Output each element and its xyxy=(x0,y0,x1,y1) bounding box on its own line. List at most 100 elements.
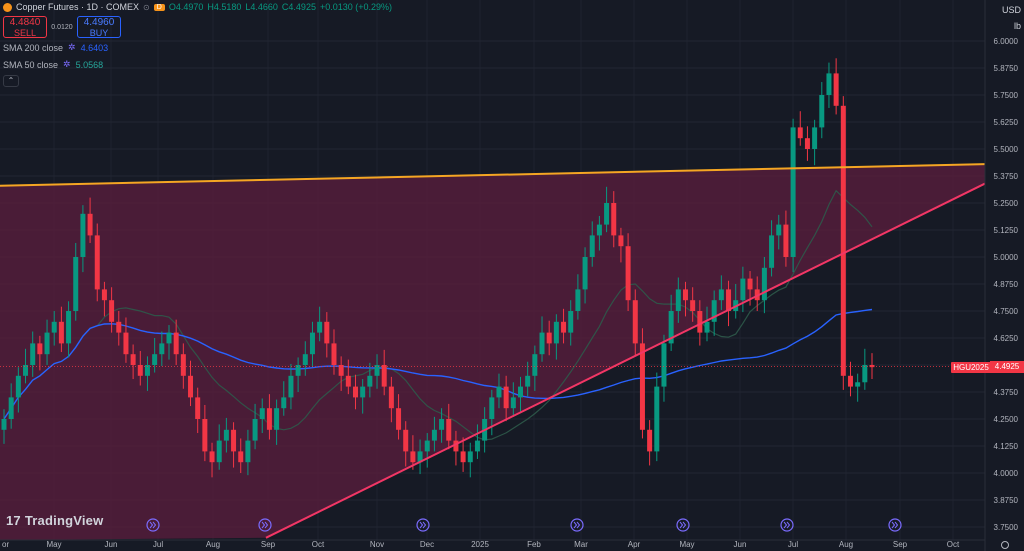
settings-icon[interactable]: ✲ xyxy=(63,59,71,69)
y-tick-label: 5.5000 xyxy=(994,145,1019,154)
indicator-sma50[interactable]: SMA 50 close ✲ 5.0568 xyxy=(3,57,392,72)
event-arrow-icon xyxy=(891,521,899,529)
candle-body xyxy=(396,408,402,430)
candle-body xyxy=(862,365,868,383)
x-tick-label: Aug xyxy=(839,540,853,549)
event-arrow-icon xyxy=(783,521,791,529)
candle-body xyxy=(769,235,775,268)
x-tick-label: Mar xyxy=(574,540,588,549)
currency-label[interactable]: USD xyxy=(1001,5,1021,15)
collapse-legend-button[interactable]: ⌃ xyxy=(3,75,19,87)
candle-body xyxy=(704,321,710,333)
candle-body xyxy=(353,386,359,398)
lower-trendline xyxy=(265,182,986,539)
candle-body xyxy=(467,451,473,463)
candle-body xyxy=(568,311,574,333)
candle-body xyxy=(281,397,287,409)
unit-label[interactable]: lb xyxy=(1013,21,1021,31)
event-arrow-icon xyxy=(149,521,157,529)
candle-body xyxy=(324,321,330,344)
triangle-zone xyxy=(0,164,985,540)
candle-body xyxy=(611,203,617,236)
tradingview-logo[interactable]: 17 TradingView xyxy=(6,513,104,528)
candle-body xyxy=(496,386,502,398)
candle-body xyxy=(439,419,445,430)
candle-body xyxy=(682,289,688,301)
candle-body xyxy=(453,440,459,452)
event-arrow-icon xyxy=(679,521,687,529)
candle-body xyxy=(503,386,509,409)
candle-body xyxy=(259,408,265,419)
sma200-label: SMA 200 close xyxy=(3,42,64,53)
candle-body xyxy=(188,375,194,398)
candle-body xyxy=(517,386,523,398)
candle-body xyxy=(618,235,624,247)
x-tick-label: Sep xyxy=(261,540,276,549)
candle-body xyxy=(15,375,21,398)
currency-unit[interactable]: USD lb xyxy=(1002,2,1021,34)
x-tick-label: May xyxy=(46,540,61,549)
candle-body xyxy=(460,451,466,463)
candle-body xyxy=(726,289,732,311)
sma200-value: 4.6403 xyxy=(80,42,109,53)
ohlc-close: C4.4925 xyxy=(281,2,316,12)
candle-body xyxy=(804,138,810,149)
gear-icon xyxy=(1001,541,1009,549)
candle-body xyxy=(826,73,832,95)
candle-body xyxy=(374,365,380,376)
candle-body xyxy=(847,375,853,387)
candle-body xyxy=(812,127,818,149)
candle-body xyxy=(94,235,100,290)
candle-body xyxy=(166,332,172,344)
candle-body xyxy=(747,278,753,290)
event-arrow-icon xyxy=(419,521,427,529)
x-tick-label: Jun xyxy=(105,540,118,549)
candle-body xyxy=(238,451,244,463)
candle-body xyxy=(532,354,538,376)
x-tick-label: Jul xyxy=(153,540,163,549)
candle-body xyxy=(87,213,93,236)
candle-body xyxy=(252,419,258,441)
event-marker-icon xyxy=(146,518,160,532)
candle-body xyxy=(833,73,839,106)
settings-icon[interactable]: ✲ xyxy=(68,42,76,52)
candle-body xyxy=(582,257,588,290)
time-axis: May Jun Jul Aug Sep Oct Nov Dec 2025 Feb Mar Apr May… xyxy=(0,539,985,549)
candle-body xyxy=(1,419,7,430)
candle-body xyxy=(661,343,667,387)
buy-button[interactable]: 4.4960 BUY xyxy=(77,16,121,38)
x-tick-label: Dec xyxy=(420,540,434,549)
candle-body xyxy=(761,267,767,301)
upper-trendline xyxy=(0,163,986,187)
x-tick-label: Oct xyxy=(312,540,325,549)
sma50-line xyxy=(3,189,873,441)
candle-body xyxy=(403,429,409,452)
candle-body xyxy=(44,332,50,355)
candle-body xyxy=(446,419,452,441)
candle-body xyxy=(101,289,107,301)
sma50-value: 5.0568 xyxy=(75,59,104,70)
indicator-sma200[interactable]: SMA 200 close ✲ 4.6403 xyxy=(3,40,392,55)
candle-body xyxy=(202,419,208,452)
candle-body xyxy=(109,300,115,322)
symbol-price-tag: HGU2025 xyxy=(951,362,991,373)
candle-body xyxy=(302,354,308,365)
sell-button[interactable]: 4.4840 SELL xyxy=(3,16,47,38)
ohlc-high: H4.5180 xyxy=(207,2,242,12)
x-tick-label: Sep xyxy=(893,540,908,549)
candle-body xyxy=(137,365,143,376)
x-tick-label: Oct xyxy=(947,540,960,549)
symbol-title[interactable]: Copper Futures · 1D · COMEX xyxy=(16,2,140,12)
chart-legend: Copper Futures · 1D · COMEX ⊙ D O4.4970 … xyxy=(3,0,392,87)
ohlc-open: O4.4970 xyxy=(168,2,204,12)
candle-body xyxy=(474,440,480,452)
candle-body xyxy=(589,235,595,257)
eye-icon[interactable]: ⊙ xyxy=(143,2,150,12)
y-tick-label: 5.1250 xyxy=(994,226,1019,235)
event-marker-icon xyxy=(570,518,584,532)
candle-body xyxy=(159,343,165,355)
y-tick-label: 6.0000 xyxy=(994,37,1019,46)
candle-body xyxy=(690,300,696,311)
candle-body xyxy=(625,246,631,301)
